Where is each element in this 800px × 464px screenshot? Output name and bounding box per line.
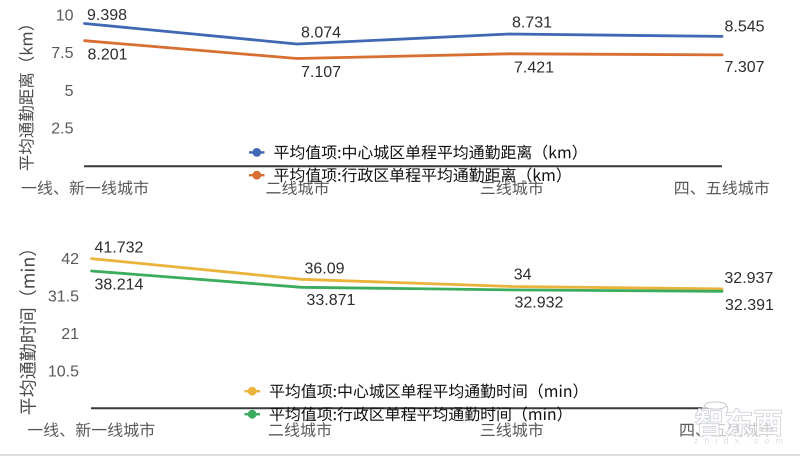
svg-text:zhidx.com: zhidx.com	[694, 436, 789, 446]
svg-text:10: 10	[56, 7, 74, 24]
svg-text:32.391: 32.391	[725, 297, 774, 314]
svg-text:7.5: 7.5	[51, 45, 73, 62]
svg-text:21: 21	[61, 326, 79, 343]
svg-text:8.074: 8.074	[301, 25, 341, 42]
svg-text:36.09: 36.09	[305, 260, 345, 277]
svg-text:32.932: 32.932	[515, 294, 564, 311]
svg-text:8.731: 8.731	[512, 14, 552, 31]
svg-text:38.214: 38.214	[95, 276, 144, 293]
svg-text:9.398: 9.398	[87, 7, 127, 24]
svg-text:2.5: 2.5	[51, 121, 73, 138]
svg-text:42: 42	[61, 251, 79, 268]
svg-text:7.307: 7.307	[725, 59, 765, 76]
svg-text:8.201: 8.201	[88, 46, 128, 63]
svg-text:31.5: 31.5	[48, 288, 79, 305]
svg-text:7.107: 7.107	[301, 64, 341, 81]
svg-text:5: 5	[65, 83, 74, 100]
svg-text:10.5: 10.5	[48, 364, 79, 381]
svg-text:33.871: 33.871	[307, 292, 356, 309]
svg-text:7.421: 7.421	[514, 60, 554, 77]
svg-text:41.732: 41.732	[95, 239, 144, 256]
svg-text:32.937: 32.937	[724, 270, 773, 287]
svg-text:8.545: 8.545	[725, 18, 765, 35]
svg-text:34: 34	[514, 267, 532, 284]
